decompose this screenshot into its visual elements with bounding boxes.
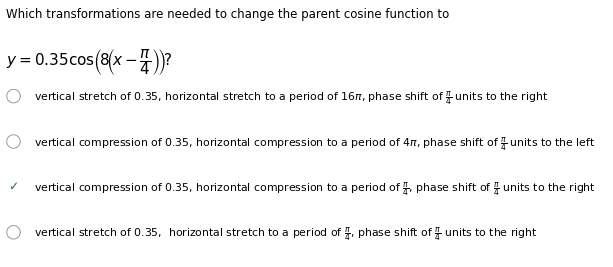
Text: vertical stretch of 0.35, horizontal stretch to a period of $16\pi$, phase shift: vertical stretch of 0.35, horizontal str… xyxy=(34,89,548,108)
Text: vertical compression of 0.35, horizontal compression to a period of $4\pi$, phas: vertical compression of 0.35, horizontal… xyxy=(34,135,595,154)
Text: vertical stretch of 0.35,  horizontal stretch to a period of $\frac{\pi}{4}$, ph: vertical stretch of 0.35, horizontal str… xyxy=(34,226,537,244)
Text: $y = 0.35\cos\!\left(\!8\!\left(\!x-\dfrac{\pi}{4}\right)\!\right)\!?$: $y = 0.35\cos\!\left(\!8\!\left(\!x-\dfr… xyxy=(6,47,172,77)
Text: vertical compression of 0.35, horizontal compression to a period of $\frac{\pi}{: vertical compression of 0.35, horizontal… xyxy=(34,180,596,199)
Text: ✓: ✓ xyxy=(9,180,18,193)
Text: Which transformations are needed to change the parent cosine function to: Which transformations are needed to chan… xyxy=(6,8,449,21)
